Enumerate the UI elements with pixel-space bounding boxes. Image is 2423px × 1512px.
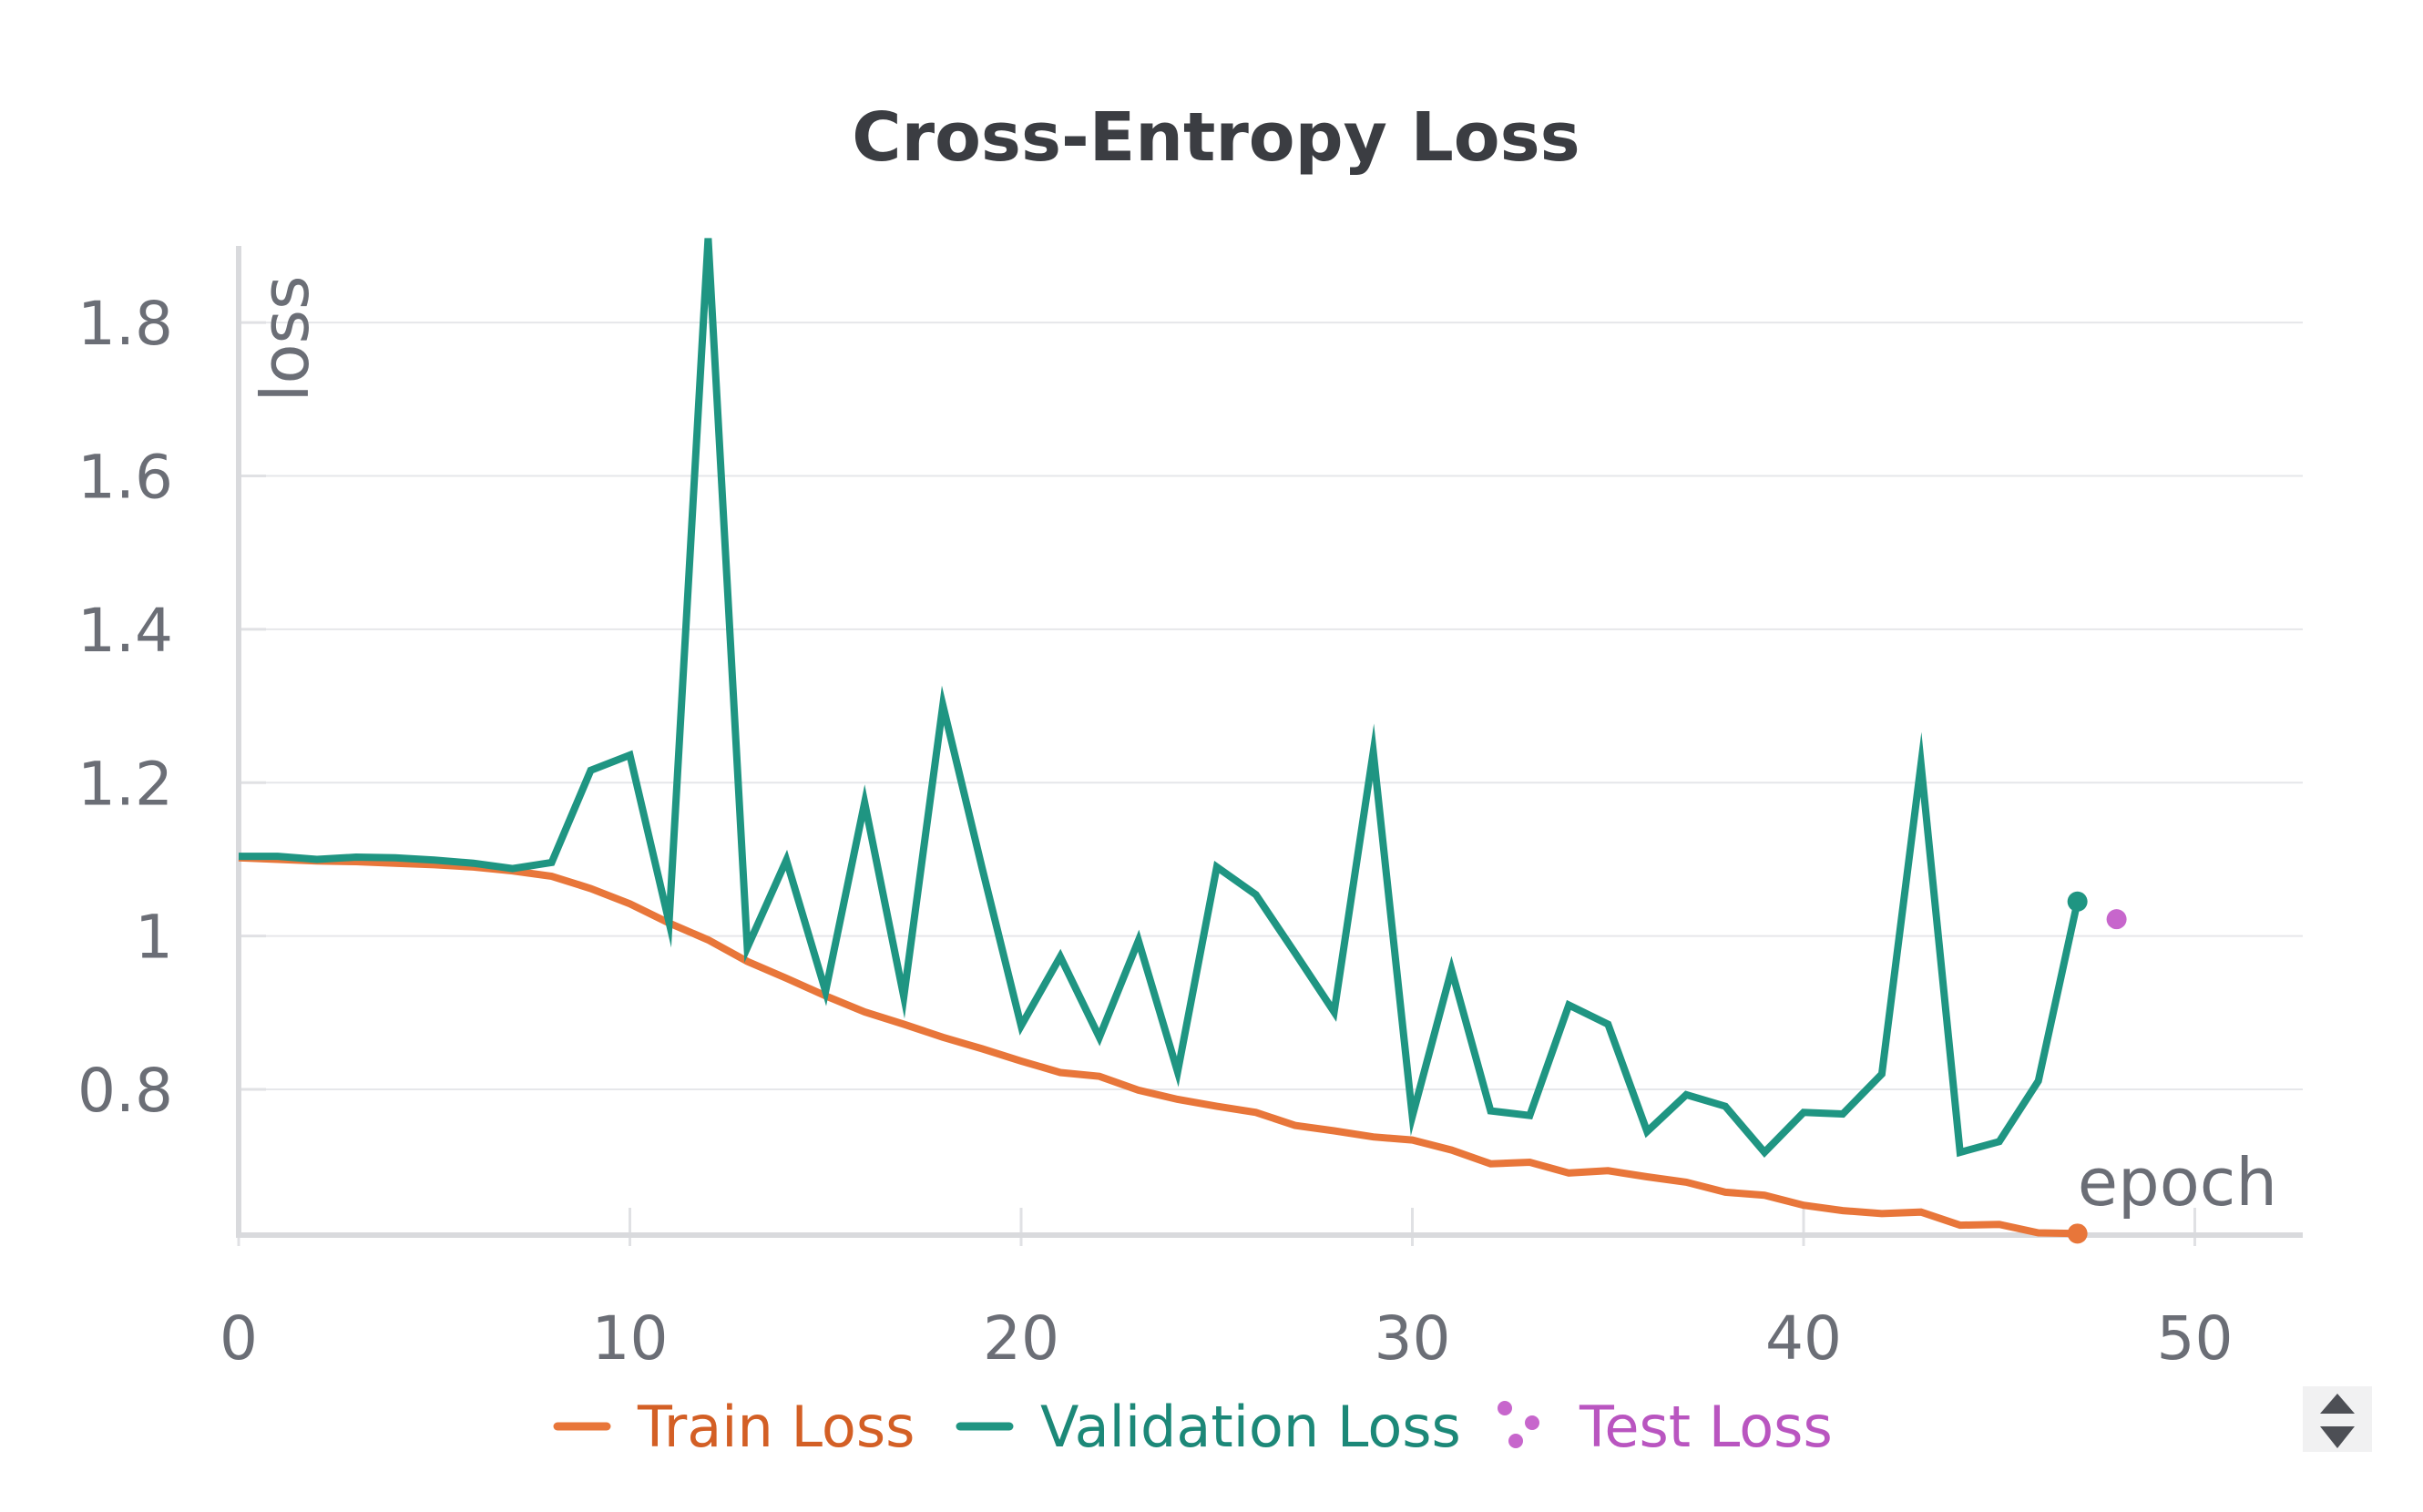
test-loss-legend-label: Test Loss (1579, 1394, 1833, 1460)
x-tick-label: 40 (1765, 1303, 1842, 1374)
test-loss-legend-swatch-dot (1508, 1434, 1523, 1448)
legend-item-test-loss[interactable]: Test Loss (1498, 1394, 1833, 1460)
test-loss-point (2106, 909, 2127, 930)
series-layer (238, 238, 2127, 1244)
grid-lines (239, 322, 2303, 1091)
y-tick-label: 1 (135, 903, 173, 973)
x-axis-ticks: 0 10 20 30 40 50 (220, 1208, 2233, 1374)
x-axis-label: epoch (2078, 1144, 2277, 1221)
validation-loss-end-point (2067, 891, 2088, 912)
validation-loss-legend-label: Validation Loss (1040, 1394, 1461, 1460)
train-loss-line (238, 853, 2078, 1238)
y-axis-ticks: 0.8 1 1.2 1.4 1.6 1.8 (77, 289, 266, 1126)
scroll-up-icon[interactable] (2320, 1394, 2355, 1414)
x-tick-label: 50 (2157, 1303, 2234, 1374)
validation-loss-line (239, 238, 2081, 1159)
train-loss-end-point (2067, 1223, 2088, 1244)
y-tick-label: 1.2 (77, 749, 173, 819)
legend-item-validation-loss[interactable]: Validation Loss (956, 1394, 1461, 1460)
y-tick-label: 1.6 (77, 443, 173, 513)
x-tick-label: 30 (1375, 1303, 1451, 1374)
x-tick-label: 0 (220, 1303, 258, 1374)
legend: Train Loss Validation Loss Test Loss (553, 1394, 1833, 1460)
y-tick-label: 1.8 (77, 289, 173, 359)
x-tick-label: 10 (592, 1303, 669, 1374)
legend-scroll-control[interactable] (2303, 1386, 2372, 1452)
train-loss-legend-label: Train Loss (637, 1394, 915, 1460)
chart-title: Cross-Entropy Loss (852, 98, 1580, 177)
test-loss-legend-swatch-dot (1525, 1415, 1539, 1430)
test-loss-legend-swatch-dot (1498, 1401, 1512, 1415)
scroll-down-icon[interactable] (2320, 1426, 2355, 1448)
y-axis-label: loss (247, 275, 323, 402)
y-tick-label: 0.8 (77, 1056, 173, 1126)
legend-item-train-loss[interactable]: Train Loss (553, 1394, 915, 1460)
y-tick-label: 1.4 (77, 596, 173, 666)
x-tick-label: 20 (983, 1303, 1059, 1374)
